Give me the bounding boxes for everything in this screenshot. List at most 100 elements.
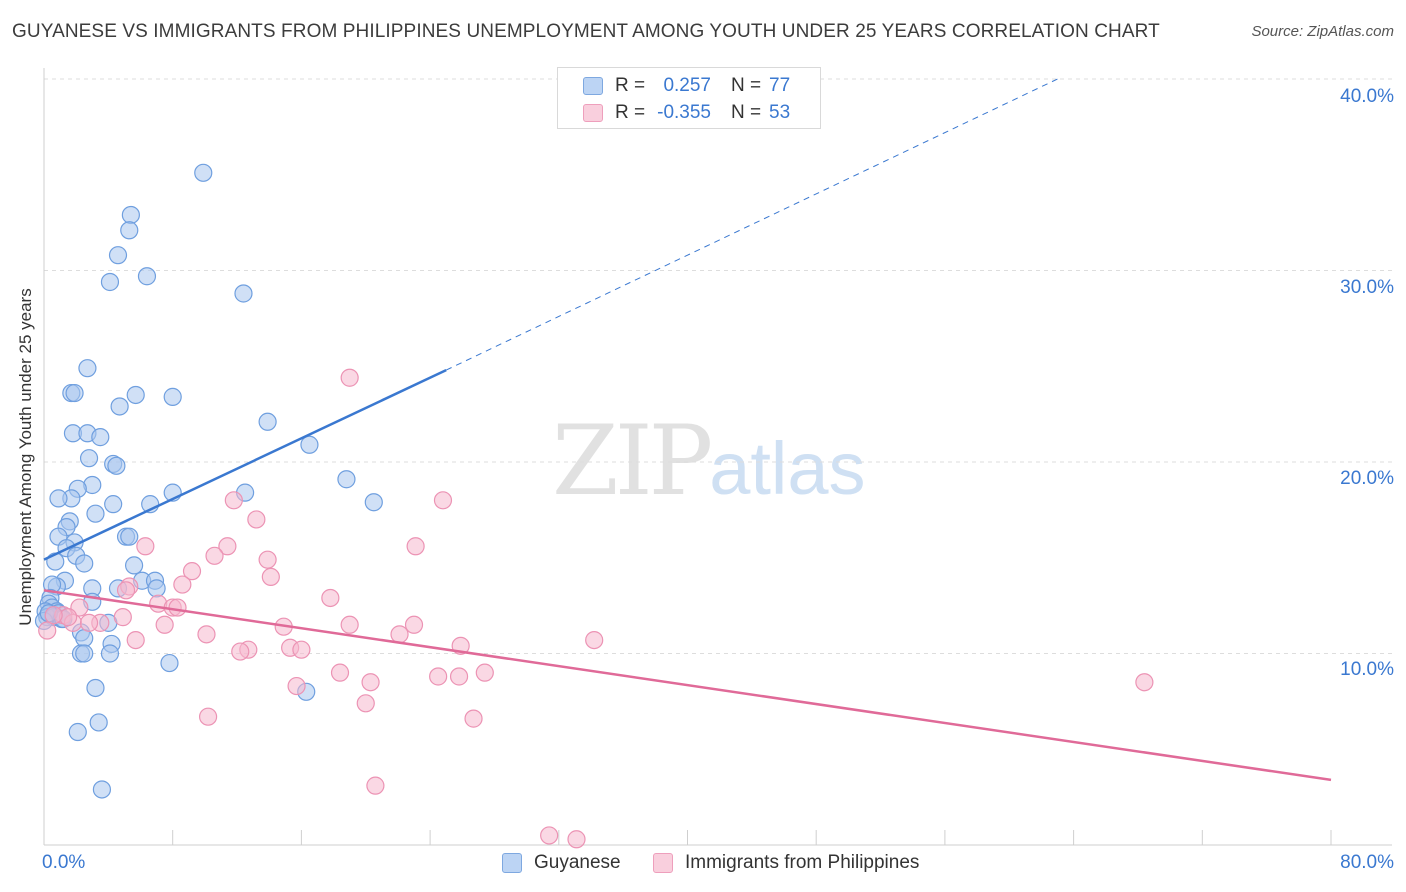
philippines-point-3 [224,491,243,510]
guyanese-point-74 [89,713,108,732]
philippines-point-39 [429,667,448,686]
guyanese-point-49 [147,579,166,598]
guyanese-point-9 [65,383,84,403]
guyanese-point-12 [110,397,129,416]
guyanese-point-65 [75,629,94,648]
philippines-point-47 [366,776,385,795]
guyanese-point-21 [337,470,356,489]
series-legend-philippines: Immigrants from Philippines [653,852,919,874]
philippines-point-9 [258,550,277,569]
source-label: Source: ZipAtlas.com [1251,23,1394,40]
legend-n-value: 53 [769,102,791,123]
philippines-point-8 [205,546,224,565]
philippines-point-15 [321,588,340,608]
guyanese-point-5 [100,272,120,292]
chart-title: GUYANESE VS IMMIGRANTS FROM PHILIPPINES … [12,21,1160,42]
guyanese-point-6 [234,284,253,303]
philippines-point-36 [585,630,604,650]
philippines-point-51 [79,613,99,632]
legend-r-label: R = [615,102,646,123]
guyanese-point-11 [163,387,182,406]
guyanese-point-75 [68,722,87,742]
philippines-point-49 [567,830,586,849]
series-legend: Guyanese Immigrants from Philippines [0,852,1406,876]
legend-n-value: 77 [769,75,791,96]
guyanese-point-16 [91,428,110,447]
philippines-point-37 [475,663,494,682]
guyanese-point-73 [86,678,105,698]
philippines-point-45 [198,707,218,726]
philippines-point-18 [168,598,187,617]
y-tick-label-30: 30.0% [1340,277,1394,298]
guyanese-point-7 [78,359,97,378]
guyanese-trend-line [43,368,447,561]
legend-r-label: R = [615,75,646,96]
philippines-point-0 [38,621,57,640]
guyanese-point-20 [107,456,126,475]
legend-n-label: N = [731,102,762,123]
guyanese-point-41 [75,554,94,573]
guyanese-point-1 [121,205,140,225]
philippines-point-34 [231,642,250,661]
x-tick-label-max: 80.0% [1340,852,1394,873]
guyanese-point-18 [79,449,99,468]
y-tick-label-40: 40.0% [1340,86,1394,107]
philippines-point-28 [390,625,409,644]
guyanese-point-69 [75,644,94,663]
legend-r-value: 0.257 [663,75,711,96]
x-tick-label-min: 0.0% [42,852,86,873]
guyanese-point-3 [108,246,128,265]
correlation-legend: R = 0.257 N = 77 R = -0.355 N = 53 [557,67,821,129]
y-tick-label-20: 20.0% [1340,468,1394,489]
guyanese-point-31 [86,504,105,523]
series-swatch-pink [653,853,673,873]
watermark-atlas: atlas [709,427,866,510]
legend-row-philippines: R = -0.355 N = 53 [558,100,790,126]
philippines-point-46 [464,709,483,728]
philippines-point-12 [173,575,192,594]
philippines-trend-line [43,589,1332,782]
philippines-point-27 [404,615,424,634]
philippines-point-26 [340,615,359,634]
guyanese-point-17 [300,435,319,454]
philippines-point-4 [247,510,266,529]
philippines-point-11 [261,567,280,587]
guyanese-point-30 [364,493,383,512]
philippines-point-41 [361,673,380,692]
philippines-point-1 [340,368,359,387]
philippines-point-10 [182,562,202,581]
philippines-point-44 [1135,673,1154,692]
guyanese-trend-extension [445,78,1058,371]
legend-swatch-pink [583,104,603,122]
legend-row-guyanese: R = 0.257 N = 77 [558,73,790,99]
legend-n-label: N = [731,75,762,96]
philippines-point-42 [287,676,306,696]
philippines-point-21 [113,608,132,627]
philippines-point-5 [136,537,155,556]
philippines-point-7 [406,537,425,556]
series-legend-guyanese: Guyanese [502,852,621,874]
y-tick-label-10: 10.0% [1340,659,1394,680]
guyanese-point-2 [120,221,139,240]
philippines-point-43 [356,694,375,713]
legend-swatch-blue [583,77,603,95]
philippines-point-29 [197,625,216,644]
philippines-point-48 [540,826,559,845]
philippines-point-2 [433,491,453,510]
guyanese-point-42 [124,556,144,575]
series-legend-label: Immigrants from Philippines [685,852,920,873]
legend-r-value: -0.355 [657,102,711,123]
philippines-point-24 [155,615,174,634]
guyanese-point-10 [126,385,145,405]
philippines-point-14 [116,581,136,600]
guyanese-point-28 [104,495,123,514]
philippines-point-30 [126,630,145,650]
philippines-point-40 [449,667,469,686]
guyanese-point-0 [194,163,213,182]
guyanese-point-71 [160,653,179,673]
guyanese-point-76 [92,780,112,799]
philippines-point-38 [330,663,350,682]
watermark-zip: ZIP [552,405,713,517]
guyanese-point-27 [49,489,68,508]
